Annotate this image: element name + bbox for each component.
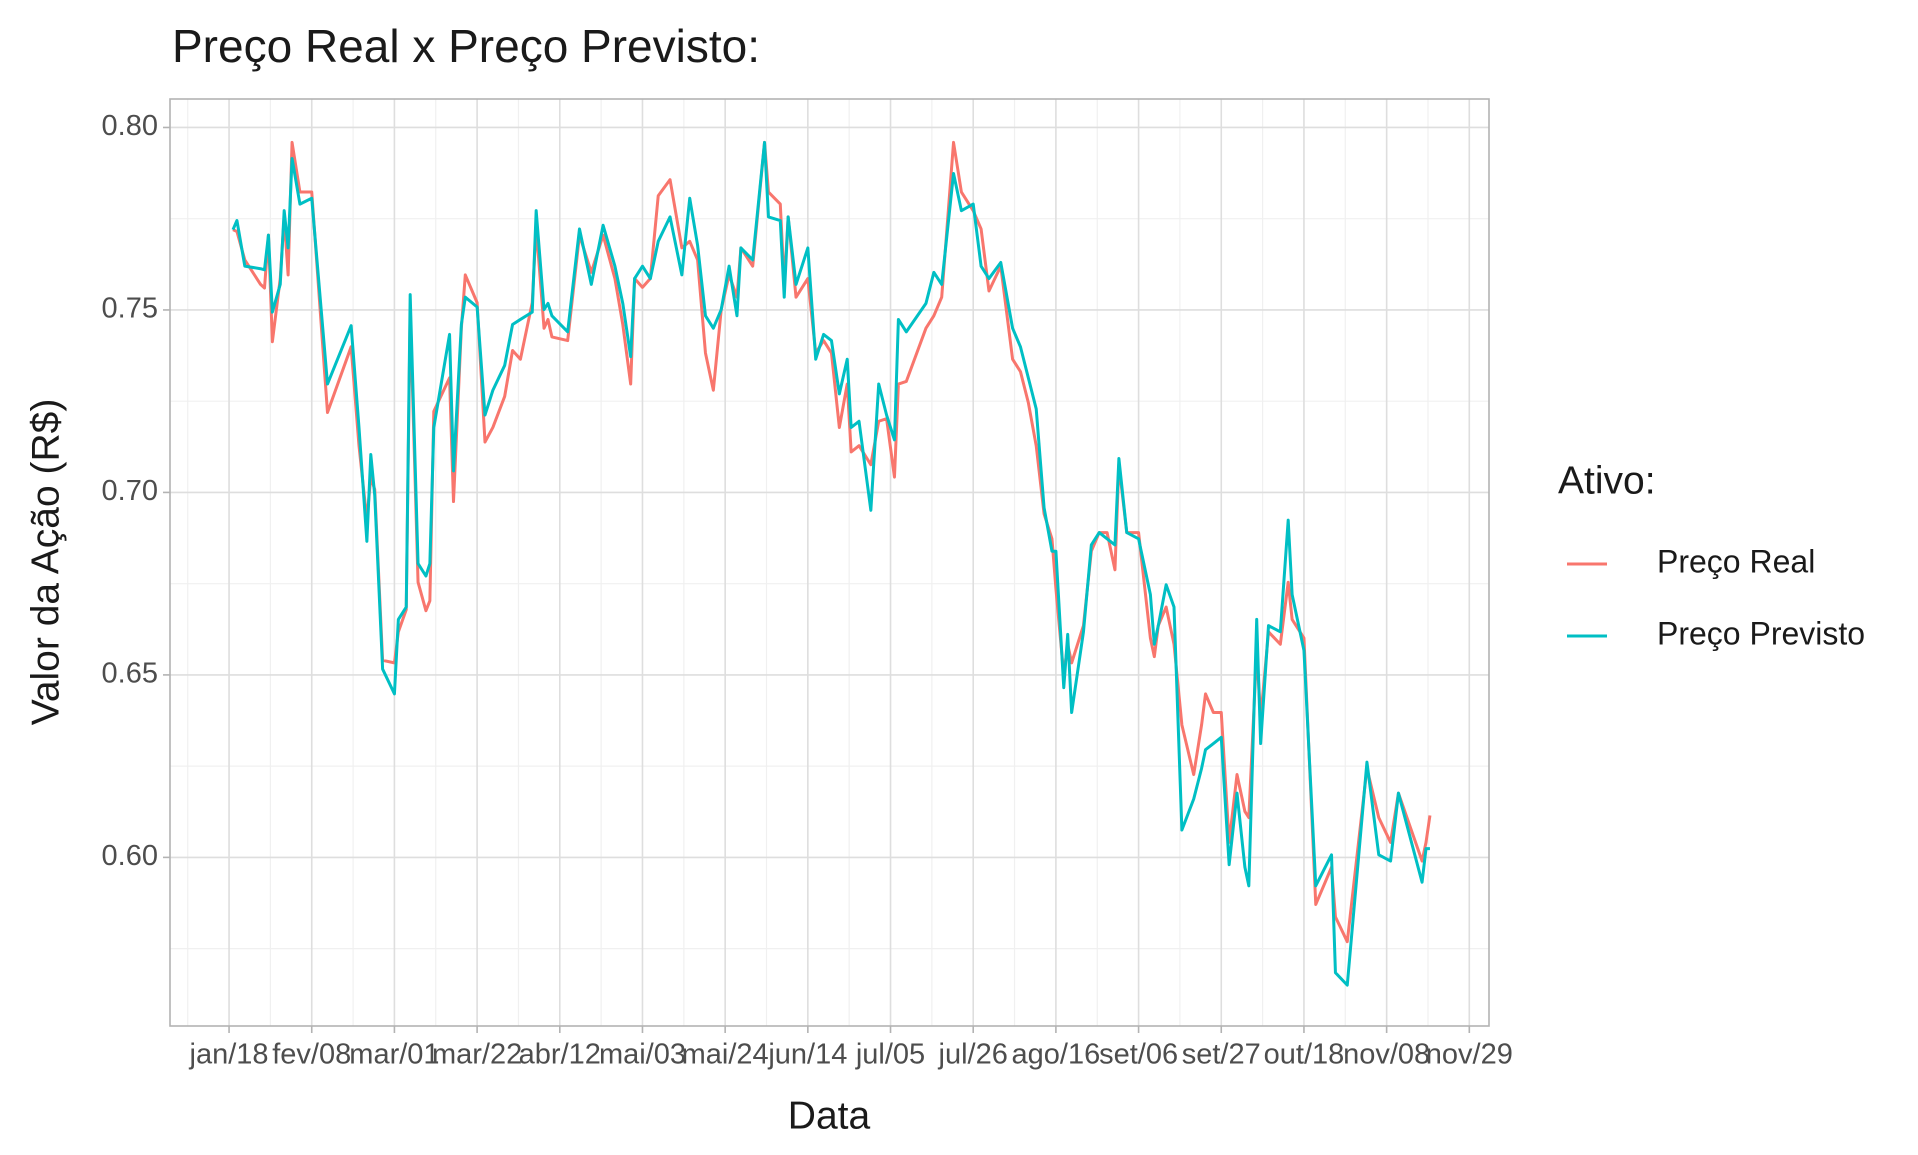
y-tick-label: 0.80 [102, 110, 158, 142]
x-tick-label: nov/29 [1426, 1039, 1513, 1071]
chart-title: Preço Real x Preço Previsto: [172, 20, 760, 72]
x-tick-label: jun/14 [767, 1039, 847, 1071]
x-tick-label: fev/08 [272, 1039, 351, 1071]
x-tick-label: jul/26 [938, 1039, 1008, 1071]
y-tick-label: 0.60 [102, 840, 158, 872]
legend-title: Ativo: [1558, 459, 1656, 502]
x-tick-label: mai/03 [599, 1039, 686, 1071]
y-tick-label: 0.70 [102, 475, 158, 507]
y-tick-label: 0.75 [102, 293, 158, 325]
plot-border [169, 98, 1490, 1027]
legend-label: Preço Real [1657, 543, 1815, 579]
y-axis-title: Valor da Ação (R$) [24, 399, 67, 726]
y-tick-label: 0.65 [102, 658, 158, 690]
x-tick-label: ago/16 [1012, 1039, 1101, 1071]
x-tick-label: jan/18 [189, 1039, 269, 1071]
x-tick-label: nov/08 [1343, 1039, 1430, 1071]
x-tick-label: set/06 [1099, 1039, 1178, 1071]
x-tick-label: set/27 [1182, 1039, 1261, 1071]
x-tick-label: out/18 [1264, 1039, 1345, 1071]
x-tick-label: jul/05 [855, 1039, 925, 1071]
x-tick-label: mar/01 [349, 1039, 439, 1071]
x-tick-label: mai/24 [682, 1039, 769, 1071]
data-line [231, 140, 1430, 987]
x-axis-title: Data [788, 1094, 871, 1137]
legend-label: Preço Previsto [1657, 615, 1865, 651]
x-tick-label: mar/22 [432, 1039, 522, 1071]
x-tick-label: abr/12 [519, 1039, 601, 1071]
